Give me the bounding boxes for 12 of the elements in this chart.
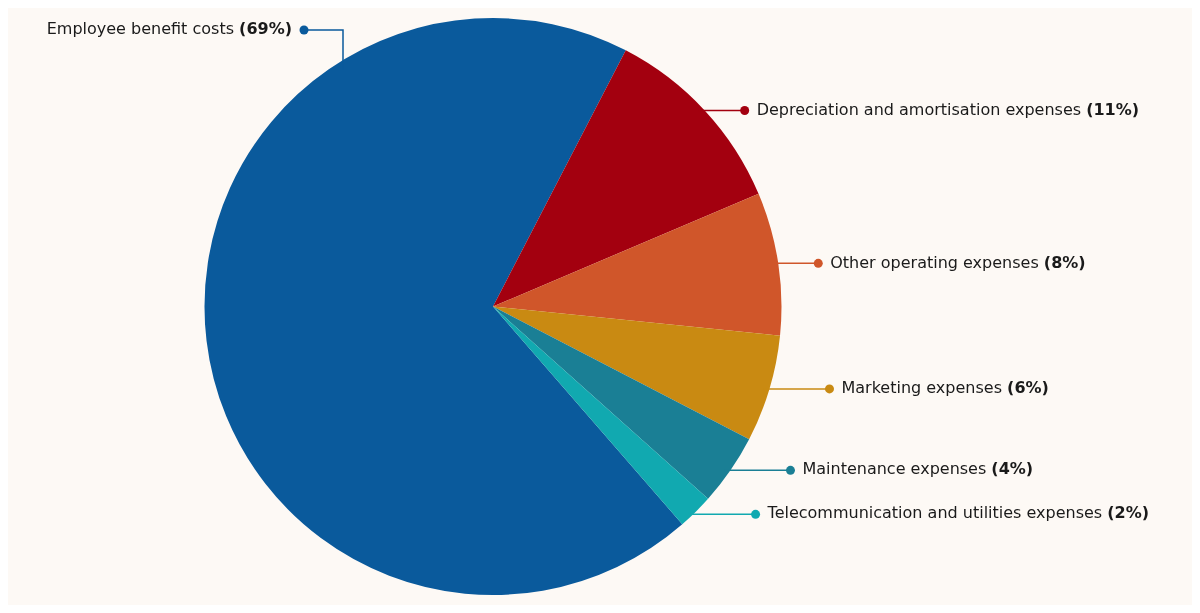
data-label: (6%) xyxy=(1007,378,1049,398)
data-label: (11%) xyxy=(1086,99,1140,119)
legend-label: Other operating expenses xyxy=(830,252,1044,272)
data-label: (69%) xyxy=(239,19,292,39)
legend-label: Telecommunication and utilities expenses xyxy=(766,503,1108,523)
legend-label: Depreciation and amortisation expenses xyxy=(756,99,1087,119)
data-label: (2%) xyxy=(1107,503,1150,523)
data-label: (4%) xyxy=(991,459,1034,479)
legend-label: Marketing expenses xyxy=(841,378,1008,398)
legend-label: Maintenance expenses xyxy=(802,459,992,479)
slice-label: Employee benefit costs xyxy=(46,19,240,39)
data-label: (8%) xyxy=(1043,252,1086,272)
